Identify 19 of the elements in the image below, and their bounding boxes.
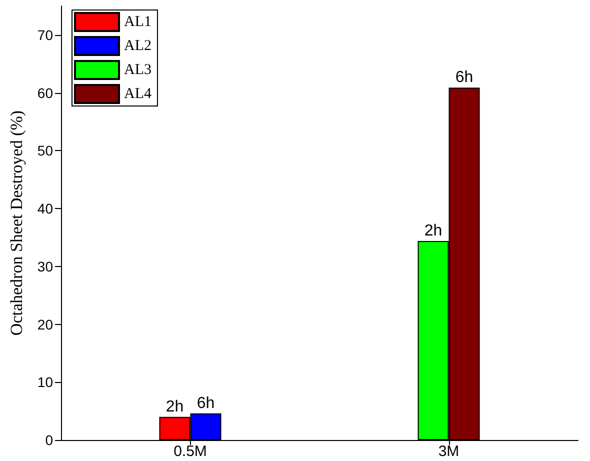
- legend-label: AL4: [124, 86, 152, 102]
- y-axis-title: Octahedron Sheet Destroyed (%): [7, 110, 26, 336]
- y-tick-label: 0: [45, 432, 54, 448]
- legend-label: AL2: [124, 38, 152, 54]
- legend-label: AL3: [124, 62, 152, 78]
- y-tick-label: 30: [37, 258, 54, 274]
- x-tick-label: 3M: [438, 443, 460, 460]
- x-tick-label: 0.5M: [174, 443, 207, 460]
- y-tick-label: 10: [37, 374, 54, 390]
- y-tick-label: 20: [37, 316, 54, 332]
- legend-label: AL1: [124, 14, 152, 30]
- y-tick-label: 60: [37, 84, 54, 101]
- annotation: 6h: [196, 394, 215, 412]
- annotation: 2h: [424, 222, 442, 240]
- annotation: 2h: [166, 398, 184, 416]
- y-tick-label: 50: [37, 142, 54, 159]
- y-tick-label: 40: [37, 200, 54, 217]
- y-tick-label: 70: [37, 26, 54, 43]
- annotation: 6h: [455, 69, 474, 86]
